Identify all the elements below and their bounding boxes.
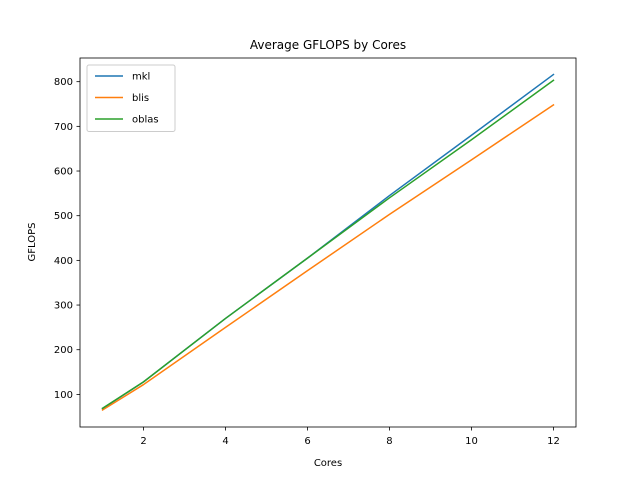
x-tick-label: 12 (547, 436, 560, 447)
x-tick-label: 6 (304, 436, 310, 447)
x-tick-label: 8 (386, 436, 392, 447)
y-tick-label: 400 (54, 256, 73, 267)
legend-label-mkl: mkl (132, 72, 150, 83)
legend-label-oblas: oblas (132, 115, 159, 126)
legend-label-blis: blis (132, 93, 149, 104)
y-tick-label: 300 (54, 301, 73, 312)
chart-title: Average GFLOPS by Cores (250, 38, 406, 52)
x-tick-label: 4 (222, 436, 228, 447)
y-tick-label: 800 (54, 77, 73, 88)
x-tick-label: 2 (140, 436, 146, 447)
y-tick-label: 200 (54, 345, 73, 356)
y-tick-label: 700 (54, 122, 73, 133)
y-tick-label: 500 (54, 211, 73, 222)
x-tick-label: 10 (465, 436, 478, 447)
y-axis-label: GFLOPS (27, 223, 38, 262)
y-tick-label: 100 (54, 390, 73, 401)
series-line-oblas (101, 79, 555, 410)
series-line-blis (101, 103, 555, 412)
legend-box (86, 64, 176, 132)
plot-area: 2 4 6 8 10 12 100 200 300 400 500 600 700 800 (54, 57, 577, 447)
axes-frame (79, 57, 577, 428)
legend: mkl blis oblas (86, 64, 176, 132)
x-axis-label: Cores (314, 458, 342, 469)
y-tick-label: 600 (54, 167, 73, 178)
